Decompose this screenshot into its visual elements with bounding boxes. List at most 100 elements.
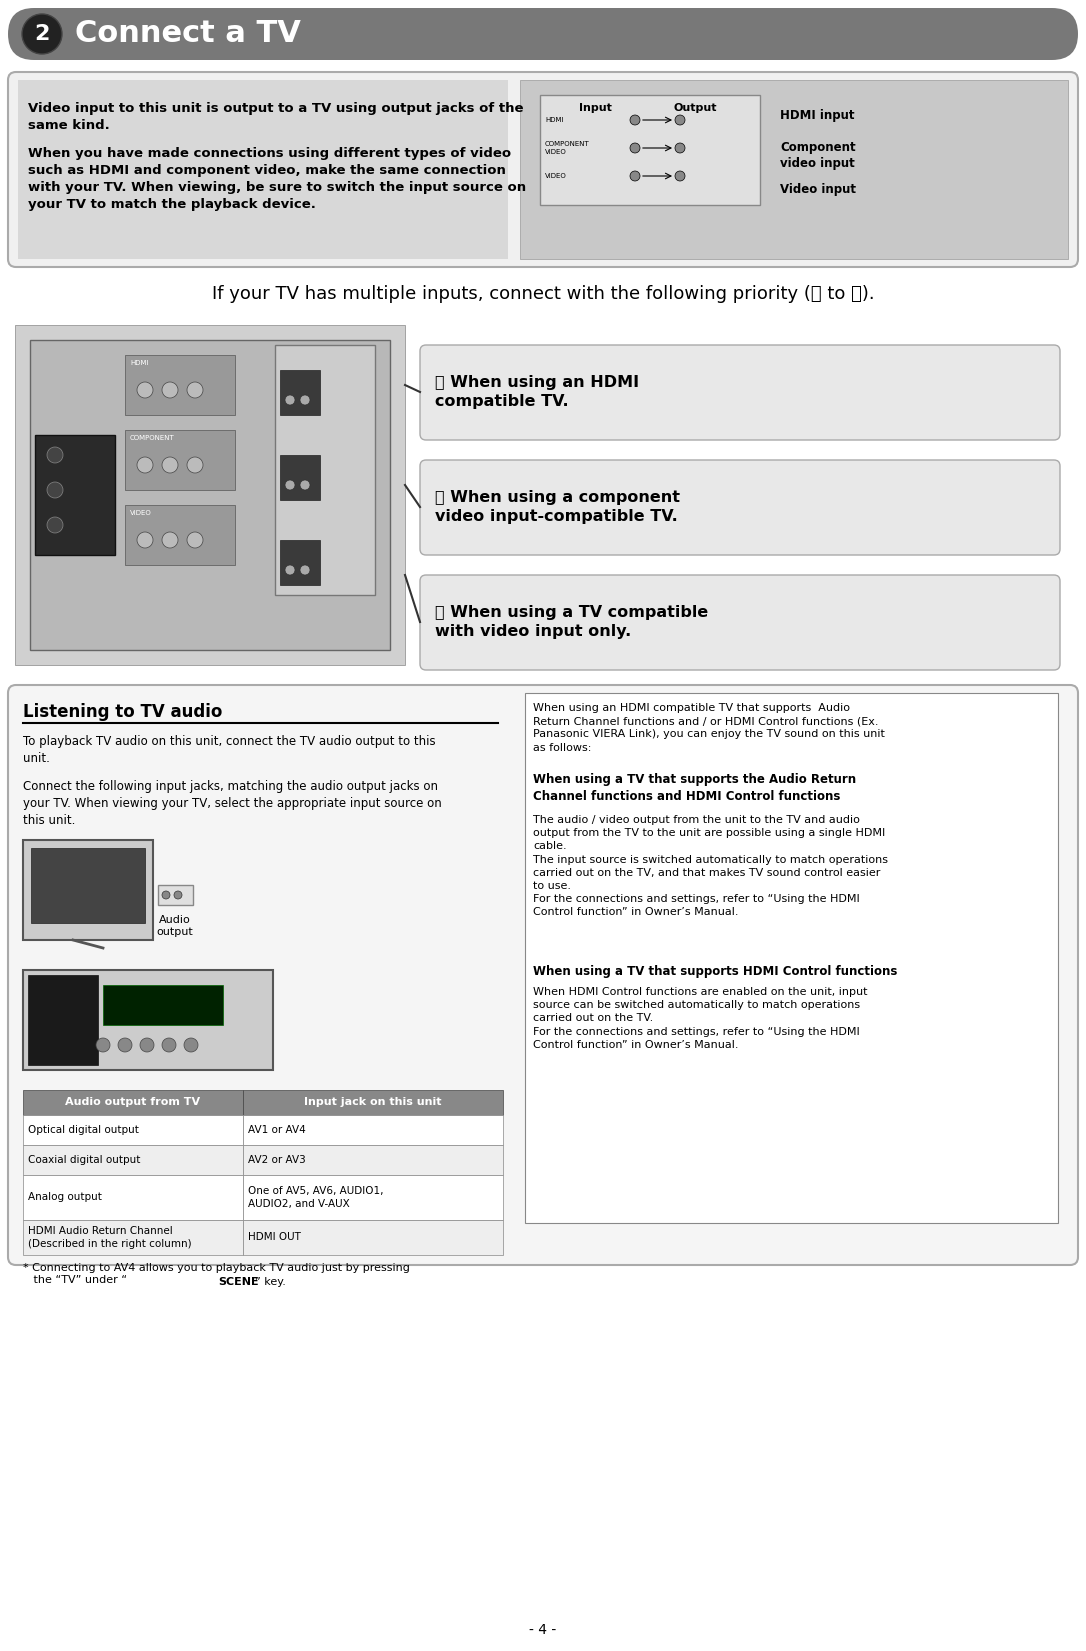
Text: HDMI: HDMI bbox=[130, 360, 149, 367]
Circle shape bbox=[174, 892, 182, 900]
Circle shape bbox=[184, 1038, 198, 1052]
Text: When using a TV that supports the Audio Return
Channel functions and HDMI Contro: When using a TV that supports the Audio … bbox=[533, 773, 856, 802]
Text: * Connecting to AV4 allows you to playback TV audio just by pressing
   the “TV”: * Connecting to AV4 allows you to playba… bbox=[23, 1263, 409, 1284]
Text: AV1 or AV4: AV1 or AV4 bbox=[248, 1124, 306, 1134]
Text: Audio
output: Audio output bbox=[156, 915, 193, 938]
Circle shape bbox=[96, 1038, 110, 1052]
FancyBboxPatch shape bbox=[420, 345, 1060, 441]
Text: The audio / video output from the unit to the TV and audio
output from the TV to: The audio / video output from the unit t… bbox=[533, 816, 888, 918]
FancyBboxPatch shape bbox=[8, 685, 1078, 1265]
Circle shape bbox=[630, 172, 640, 182]
Text: Connect the following input jacks, matching the audio output jacks on
your TV. W: Connect the following input jacks, match… bbox=[23, 779, 442, 827]
Text: VIDEO: VIDEO bbox=[130, 510, 152, 517]
Text: HDMI Audio Return Channel
(Described in the right column): HDMI Audio Return Channel (Described in … bbox=[28, 1227, 191, 1248]
Bar bbox=[540, 96, 760, 205]
Circle shape bbox=[285, 480, 295, 490]
Text: Listening to TV audio: Listening to TV audio bbox=[23, 703, 223, 721]
Bar bbox=[23, 971, 273, 1070]
Circle shape bbox=[137, 532, 153, 548]
Bar bbox=[103, 986, 223, 1025]
Circle shape bbox=[300, 480, 310, 490]
Circle shape bbox=[162, 381, 178, 398]
Bar bbox=[31, 849, 146, 923]
Text: Analog output: Analog output bbox=[28, 1192, 102, 1202]
Bar bbox=[243, 1090, 503, 1114]
Circle shape bbox=[140, 1038, 154, 1052]
Bar bbox=[18, 79, 508, 259]
Circle shape bbox=[630, 116, 640, 125]
Text: Ⓐ When using an HDMI
compatible TV.: Ⓐ When using an HDMI compatible TV. bbox=[435, 375, 640, 409]
Circle shape bbox=[675, 144, 685, 154]
Text: COMPONENT: COMPONENT bbox=[130, 434, 175, 441]
Circle shape bbox=[187, 457, 203, 472]
Text: 2: 2 bbox=[35, 25, 50, 45]
Bar bbox=[15, 325, 405, 665]
Text: Input: Input bbox=[579, 102, 611, 112]
Circle shape bbox=[162, 532, 178, 548]
Bar bbox=[125, 429, 235, 490]
Text: Ⓑ When using a component
video input-compatible TV.: Ⓑ When using a component video input-com… bbox=[435, 490, 680, 525]
Circle shape bbox=[675, 172, 685, 182]
Bar bbox=[243, 1176, 503, 1220]
Circle shape bbox=[162, 892, 171, 900]
Circle shape bbox=[630, 144, 640, 154]
Text: When using an HDMI compatible TV that supports  Audio
Return Channel functions a: When using an HDMI compatible TV that su… bbox=[533, 703, 885, 753]
Circle shape bbox=[162, 457, 178, 472]
Bar bbox=[30, 340, 390, 650]
Bar bbox=[23, 840, 153, 939]
Text: Connect a TV: Connect a TV bbox=[75, 20, 301, 48]
Circle shape bbox=[47, 447, 63, 462]
Bar bbox=[157, 885, 193, 905]
Circle shape bbox=[22, 13, 62, 54]
Bar bbox=[23, 1220, 243, 1255]
Bar bbox=[243, 1146, 503, 1176]
Text: One of AV5, AV6, AUDIO1,
AUDIO2, and V-AUX: One of AV5, AV6, AUDIO1, AUDIO2, and V-A… bbox=[248, 1187, 383, 1209]
Text: When you have made connections using different types of video
such as HDMI and c: When you have made connections using dif… bbox=[28, 147, 526, 211]
Text: Component
video input: Component video input bbox=[780, 140, 856, 170]
Circle shape bbox=[118, 1038, 132, 1052]
Bar bbox=[23, 1146, 243, 1176]
FancyBboxPatch shape bbox=[420, 461, 1060, 555]
Bar bbox=[125, 505, 235, 565]
Circle shape bbox=[285, 395, 295, 404]
Text: To playback TV audio on this unit, connect the TV audio output to this
unit.: To playback TV audio on this unit, conne… bbox=[23, 735, 435, 764]
Bar bbox=[28, 976, 98, 1065]
Bar bbox=[23, 1090, 243, 1114]
Circle shape bbox=[47, 517, 63, 533]
Circle shape bbox=[162, 1038, 176, 1052]
Circle shape bbox=[137, 457, 153, 472]
Text: Coaxial digital output: Coaxial digital output bbox=[28, 1156, 140, 1166]
Text: Video input: Video input bbox=[780, 183, 856, 196]
Bar bbox=[280, 370, 320, 414]
Text: If your TV has multiple inputs, connect with the following priority (Ⓐ to Ⓒ).: If your TV has multiple inputs, connect … bbox=[212, 286, 874, 304]
Text: Optical digital output: Optical digital output bbox=[28, 1124, 139, 1134]
Text: Input jack on this unit: Input jack on this unit bbox=[304, 1096, 442, 1108]
Circle shape bbox=[187, 532, 203, 548]
Bar bbox=[23, 1114, 243, 1146]
Bar bbox=[280, 456, 320, 500]
Text: VIDEO: VIDEO bbox=[545, 173, 567, 178]
FancyBboxPatch shape bbox=[8, 73, 1078, 267]
Text: COMPONENT
VIDEO: COMPONENT VIDEO bbox=[545, 142, 590, 155]
Circle shape bbox=[47, 482, 63, 499]
Circle shape bbox=[187, 381, 203, 398]
Bar bbox=[35, 434, 115, 555]
Text: SCENE: SCENE bbox=[218, 1276, 258, 1288]
FancyBboxPatch shape bbox=[420, 575, 1060, 670]
Text: Video input to this unit is output to a TV using output jacks of the
same kind.: Video input to this unit is output to a … bbox=[28, 102, 523, 132]
Bar bbox=[520, 79, 1068, 259]
Text: ” key.: ” key. bbox=[255, 1276, 286, 1288]
Circle shape bbox=[137, 381, 153, 398]
Circle shape bbox=[675, 116, 685, 125]
Text: When HDMI Control functions are enabled on the unit, input
source can be switche: When HDMI Control functions are enabled … bbox=[533, 987, 868, 1050]
Bar bbox=[125, 355, 235, 414]
Text: Output: Output bbox=[673, 102, 717, 112]
Text: Audio output from TV: Audio output from TV bbox=[65, 1096, 201, 1108]
Bar bbox=[243, 1220, 503, 1255]
Text: HDMI: HDMI bbox=[545, 117, 564, 124]
Bar bbox=[23, 1176, 243, 1220]
Circle shape bbox=[300, 395, 310, 404]
Circle shape bbox=[300, 565, 310, 575]
Bar bbox=[275, 345, 375, 594]
Bar bbox=[243, 1114, 503, 1146]
